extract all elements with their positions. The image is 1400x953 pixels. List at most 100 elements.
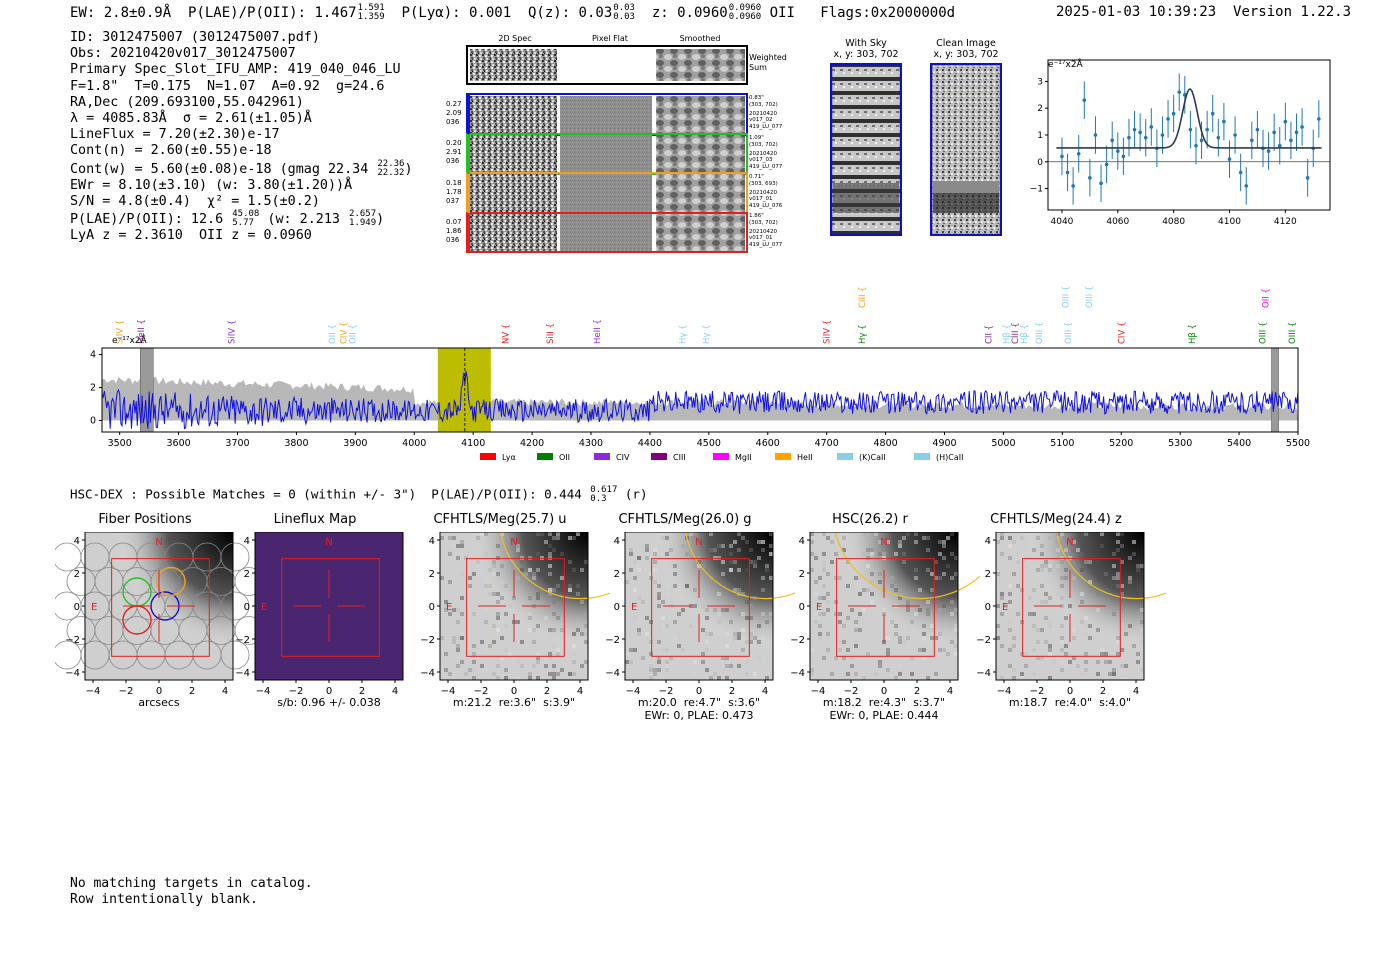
cutout-noise-pixel [1064, 652, 1068, 656]
cutout-noise-pixel [906, 600, 910, 604]
cutout-noise-pixel [749, 632, 753, 636]
cutout-noise-pixel [1044, 592, 1048, 596]
cutout-noise-pixel [568, 672, 572, 676]
spectrum-line-label-text: Hβ { [1020, 324, 1030, 344]
cutout-noise-pixel [838, 620, 842, 624]
cutout-noise-pixel [749, 548, 753, 552]
cutout-noise-pixel [520, 560, 524, 564]
cutout-noise-pixel [657, 656, 661, 660]
east-label: E [446, 602, 452, 613]
cutout-noise-pixel [673, 564, 677, 568]
spectrum-line-label-text: CII { [985, 325, 995, 344]
cutout-noise-pixel [745, 640, 749, 644]
cutout-noise-pixel [1012, 644, 1016, 648]
cutout-noise-pixel [697, 564, 701, 568]
line-fit-point [1210, 111, 1215, 116]
cutout-noise-pixel [842, 536, 846, 540]
cutout-noise-pixel [1008, 584, 1012, 588]
cutout-noise-pixel [1072, 656, 1076, 660]
cutout-noise-pixel [850, 656, 854, 660]
cutout-noise-pixel [926, 676, 930, 680]
cutout-noise-pixel [902, 640, 906, 644]
spectrum-line-label: Hγ { [678, 324, 688, 344]
cutout-noise-pixel [1140, 620, 1144, 624]
cutout-noise-pixel [1132, 644, 1136, 648]
cutout-noise-pixel [464, 556, 468, 560]
cutout-noise-pixel [1140, 628, 1144, 632]
cutout-noise-pixel [1136, 660, 1140, 664]
cutout-noise-pixel [898, 544, 902, 548]
cutout-noise-pixel [472, 660, 476, 664]
cutout-noise-pixel [1120, 624, 1124, 628]
cutout-title: CFHTLS/Meg(24.4) z [990, 512, 1122, 527]
cutout-noise-pixel [681, 608, 685, 612]
cutout-noise-pixel [761, 540, 765, 544]
cutout-noise-pixel [516, 620, 520, 624]
cutout-noise-pixel [677, 612, 681, 616]
cutout-noise-pixel [544, 540, 548, 544]
fiber-row-4: 0.07 1.86 036 1.86" (303, 702) 20210420 … [446, 212, 783, 253]
cutout-noise-pixel [552, 676, 556, 680]
cutout-noise-pixel [1024, 664, 1028, 668]
cutout-noise-pixel [1032, 608, 1036, 612]
cutout-noise-pixel [504, 584, 508, 588]
spectrum-line-label-text: Hβ { [1188, 324, 1198, 344]
cutout-noise-pixel [552, 672, 556, 676]
cutout-noise-pixel [657, 584, 661, 588]
cutout-noise-pixel [584, 624, 588, 628]
cutout-noise-pixel [440, 576, 444, 580]
cutout-noise-pixel [729, 664, 733, 668]
east-label: E [91, 602, 97, 613]
cutout-noise-pixel [488, 584, 492, 588]
cutout-noise-pixel [649, 652, 653, 656]
cutout-noise-pixel [528, 676, 532, 680]
cutout-noise-pixel [930, 624, 934, 628]
cutout-noise-pixel [552, 644, 556, 648]
cutout-noise-pixel [810, 668, 814, 672]
cutout-noise-pixel [468, 668, 472, 672]
cutout-noise-pixel [1064, 576, 1068, 580]
spectrum-line-label: Hβ { [1002, 324, 1012, 344]
cutout-noise-pixel [444, 608, 448, 612]
cutout-noise-pixel [854, 644, 858, 648]
cutout-noise-pixel [846, 672, 850, 676]
cutout-noise-pixel [1048, 580, 1052, 584]
spectrum-line-label-text: OII { [1262, 288, 1272, 308]
cutout-noise-pixel [713, 548, 717, 552]
cutout-noise-pixel [1084, 652, 1088, 656]
cutout-noise-pixel [1040, 544, 1044, 548]
info-ewr: EWr = 8.10(±3.10) (w: 3.80(±1.20))Å [70, 177, 353, 193]
north-label: N [510, 537, 517, 548]
cutout-noise-pixel [1036, 568, 1040, 572]
spectrum-legend-swatch [594, 453, 610, 460]
info-contn: Cont(n) = 2.60(±0.55)e-18 [70, 143, 272, 159]
cutout-noise-pixel [902, 552, 906, 556]
clean-image-label: Clean Image [936, 38, 996, 49]
cutout-noise-pixel [701, 564, 705, 568]
header-plae-hi: 1.591 [357, 3, 385, 13]
cutout-noise-pixel [1096, 660, 1100, 664]
spectrum-legend-swatch [651, 453, 667, 460]
east-label: E [1002, 602, 1008, 613]
cutout-noise-pixel [922, 624, 926, 628]
cutout-noise-pixel [1060, 624, 1064, 628]
cutout-xtick-label: −2 [844, 686, 859, 697]
spectrum-line-label-text: HeII { [593, 319, 603, 344]
cutout-noise-pixel [894, 588, 898, 592]
fiber-circle [234, 616, 255, 645]
spectrum-line-label: OII { [1262, 288, 1272, 308]
cutout-noise-pixel [637, 596, 641, 600]
cutout-ytick-label: 2 [614, 569, 620, 580]
spectrum-line-label: OIII { [1288, 322, 1298, 344]
header-q-lo: 0.03 [613, 12, 635, 22]
cutout-noise-pixel [737, 532, 741, 536]
cutout-noise-pixel [496, 572, 500, 576]
matches-line: HSC-DEX : Possible Matches = 0 (within +… [70, 486, 647, 504]
cutout-noise-pixel [882, 608, 886, 612]
cutout-noise-pixel [452, 544, 456, 548]
cutout-noise-pixel [1040, 556, 1044, 560]
cutout-noise-pixel [657, 660, 661, 664]
line-fit-xtick-label: 4060 [1106, 217, 1129, 227]
svg-text:0.20: 0.20 [446, 139, 462, 147]
svg-text:036: 036 [446, 118, 460, 126]
